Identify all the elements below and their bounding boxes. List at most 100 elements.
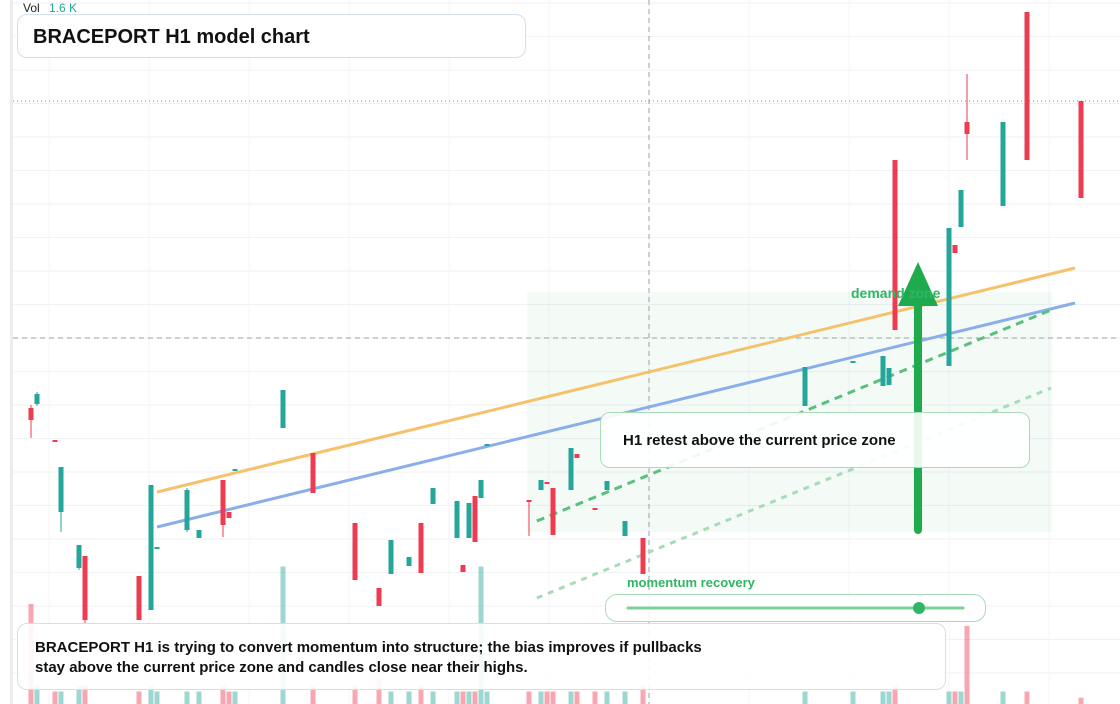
indicator-slider[interactable]: [605, 594, 986, 622]
candle-body: [604, 481, 610, 490]
volume-bar: [460, 691, 466, 704]
volume-bar: [226, 691, 232, 704]
volume-bar: [622, 691, 628, 704]
candle-body: [430, 488, 436, 504]
candle-body: [352, 523, 358, 580]
candle-body: [232, 469, 238, 471]
volume-value: 1.6 K: [49, 1, 78, 15]
volume-bar: [472, 691, 478, 704]
overlay-line: [536, 308, 1052, 523]
candle-body: [592, 508, 598, 510]
candle-body: [1024, 12, 1030, 160]
candle-body: [472, 496, 478, 542]
candle-body: [460, 565, 466, 572]
volume-bar: [418, 685, 424, 704]
chart-title: BRACEPORT H1 model chart: [17, 14, 526, 58]
candle-body: [226, 512, 232, 518]
candle-body: [58, 467, 64, 512]
candle-body: [622, 521, 628, 536]
volume-bar: [34, 685, 40, 704]
candle-body: [1078, 101, 1084, 198]
volume-bar: [544, 691, 550, 704]
volume-bar: [82, 685, 88, 704]
candle-body: [82, 556, 88, 620]
volume-bar: [886, 691, 892, 704]
candle-body: [550, 488, 556, 535]
slider-knob[interactable]: [913, 602, 925, 614]
candle-body: [886, 368, 892, 385]
candle-body: [880, 356, 886, 386]
volume-bar: [76, 685, 82, 704]
candle-body: [154, 547, 160, 549]
volume-bar: [52, 691, 58, 704]
candle-body: [964, 122, 970, 134]
volume-bar: [310, 685, 316, 704]
volume-bar: [154, 691, 160, 704]
candle-body: [484, 444, 490, 446]
volume-bar: [592, 691, 598, 704]
volume-bar: [946, 691, 952, 704]
candle-body: [184, 490, 190, 530]
caption-text: BRACEPORT H1 is trying to convert moment…: [35, 639, 702, 676]
volume-bar: [430, 691, 436, 704]
volume-bar: [568, 691, 574, 704]
candle-body: [958, 190, 964, 227]
candle-body: [574, 454, 580, 458]
volume-bar: [484, 691, 490, 704]
volume-bar: [850, 691, 856, 704]
candle-body: [1000, 122, 1006, 206]
candle-body: [28, 408, 34, 420]
volume-bar: [220, 685, 226, 704]
volume-bar: [466, 691, 472, 704]
candle-body: [802, 367, 808, 406]
slider-track: [626, 602, 965, 614]
volume-bar: [892, 685, 898, 704]
candle-body: [220, 480, 226, 525]
volume-bar: [232, 691, 238, 704]
volume-bar: [880, 691, 886, 704]
volume-bar: [388, 691, 394, 704]
volume-bar: [184, 691, 190, 704]
candle-body: [34, 394, 40, 404]
volume-bar: [58, 691, 64, 704]
volume-bar: [454, 691, 460, 704]
candle-body: [466, 503, 472, 538]
overlay-line: [536, 386, 1052, 600]
volume-bar: [196, 691, 202, 704]
candle-body: [538, 480, 544, 490]
volume-bar: [952, 691, 958, 704]
candle-body: [136, 576, 142, 620]
volume-bar: [550, 691, 556, 704]
candle-body: [946, 228, 952, 366]
candle-body: [52, 440, 58, 442]
volume-bar: [958, 691, 964, 704]
indicator-label: momentum recovery: [627, 575, 755, 590]
candle-body: [418, 523, 424, 573]
volume-bar: [604, 691, 610, 704]
volume-bar: [1000, 691, 1006, 704]
left-border: [10, 0, 13, 704]
volume-bar: [148, 685, 154, 704]
candle-body: [388, 540, 394, 574]
caption: BRACEPORT H1 is trying to convert moment…: [17, 623, 946, 690]
volume-bar: [640, 685, 646, 704]
volume-label: Vol: [23, 1, 40, 15]
candle-body: [568, 448, 574, 490]
candle-body: [454, 501, 460, 538]
volume-bar: [964, 625, 970, 704]
volume-bar: [352, 685, 358, 704]
candle-body: [148, 485, 154, 610]
volume-bar: [538, 691, 544, 704]
candle-body: [892, 160, 898, 330]
volume-bar: [136, 691, 142, 704]
candle-body: [544, 482, 550, 484]
volume-bar: [406, 691, 412, 704]
volume-bar: [376, 679, 382, 704]
annotation: H1 retest above the current price zone: [600, 412, 1030, 468]
volume-bar: [1078, 697, 1084, 704]
candle-body: [196, 530, 202, 538]
arrow-head: [898, 262, 938, 306]
volume-bar: [526, 691, 532, 704]
candle-body: [478, 480, 484, 498]
